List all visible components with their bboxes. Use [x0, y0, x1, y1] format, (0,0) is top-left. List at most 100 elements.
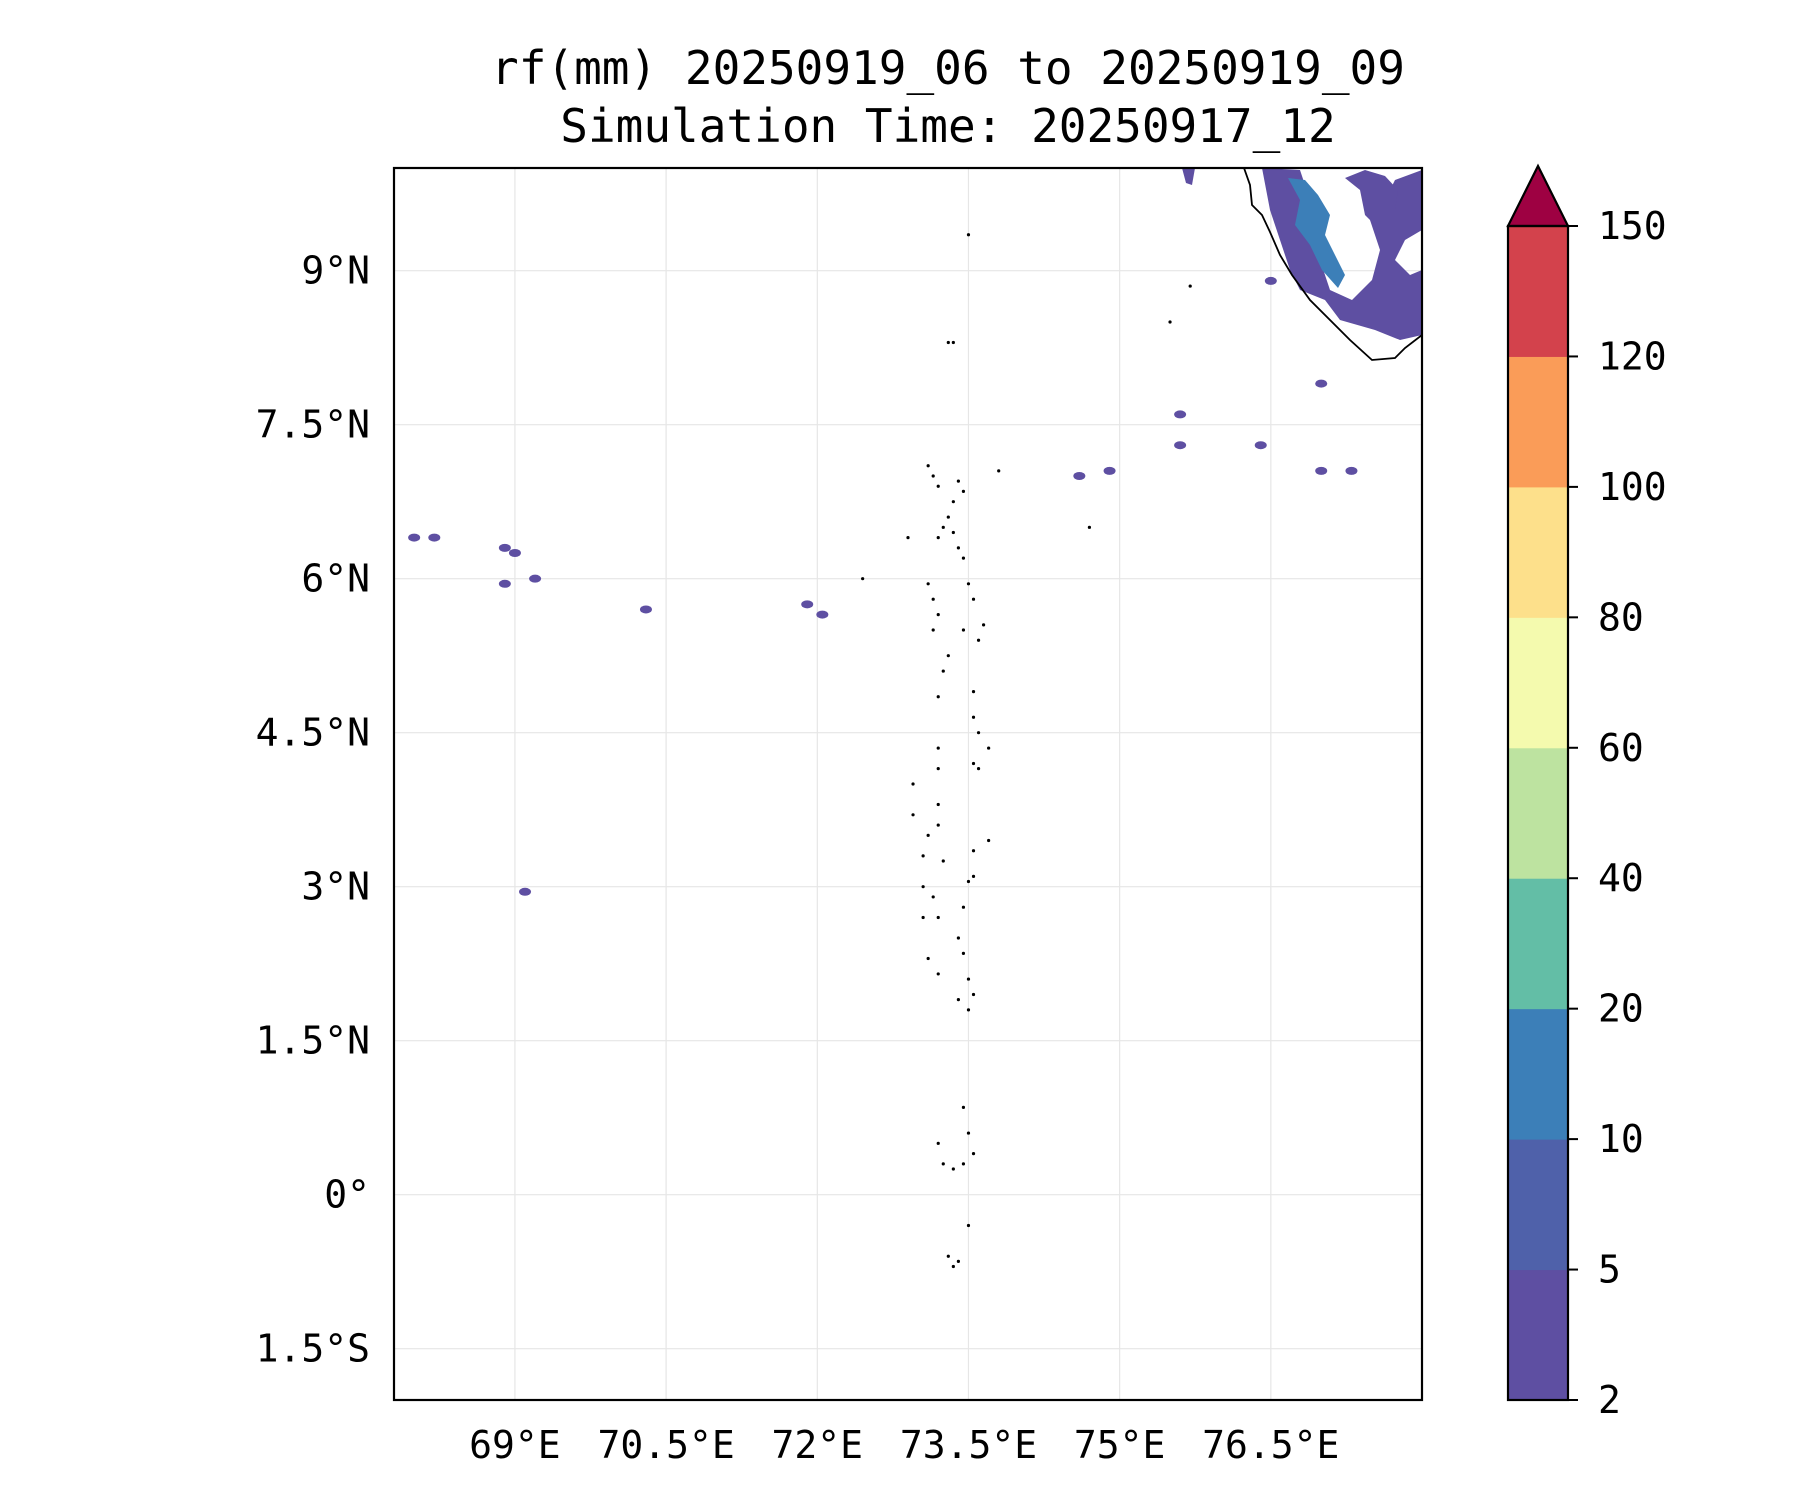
atoll-dot: [961, 905, 966, 909]
atoll-dot: [961, 1162, 966, 1166]
atoll-dot: [951, 1167, 955, 1171]
rain-cell: [498, 543, 511, 552]
atoll-dot: [936, 746, 940, 750]
atoll-dot: [961, 556, 966, 560]
colorbar-segment: [1508, 1269, 1568, 1401]
atoll-dot: [941, 859, 945, 863]
atoll-dot: [966, 1223, 971, 1228]
atoll-dot: [936, 972, 940, 976]
atoll-dot: [961, 489, 966, 493]
atoll-dot: [941, 525, 945, 529]
y-tick-label: 3°N: [301, 865, 370, 909]
rain-cell: [508, 549, 521, 557]
atoll-dot: [966, 977, 971, 981]
atoll-dot: [971, 761, 976, 766]
colorbar-label: 80: [1598, 595, 1644, 639]
rain-cell: [816, 610, 829, 619]
colorbar-label: 40: [1598, 856, 1644, 900]
colorbar-label: 150: [1598, 204, 1667, 248]
maldives-atolls: [861, 233, 1192, 1269]
y-tick-label: 9°N: [301, 249, 370, 293]
x-tick-label: 70.5°E: [597, 1423, 734, 1467]
rain-field-ghats: [1345, 170, 1398, 230]
atoll-dot: [1188, 284, 1192, 288]
atoll-dot: [911, 813, 915, 817]
x-tick-label: 75°E: [1074, 1423, 1166, 1467]
colorbar-label: 60: [1598, 726, 1644, 770]
atoll-dot: [921, 915, 925, 920]
rain-cells: [408, 276, 1358, 896]
atoll-dot: [956, 936, 960, 940]
colorbar-segment: [1508, 747, 1568, 879]
atoll-dot: [861, 577, 865, 581]
colorbar-label: 120: [1598, 334, 1667, 378]
atoll-dot: [966, 233, 971, 237]
colorbar-segment: [1508, 356, 1568, 488]
atoll-dot: [946, 340, 950, 345]
rain-cell: [1174, 410, 1187, 419]
rain-cell: [1315, 466, 1328, 475]
india-coastline: [1243, 168, 1422, 361]
atoll-dot: [931, 597, 935, 601]
atoll-dot: [971, 715, 976, 719]
atoll-dot: [966, 582, 971, 586]
colorbar: 2 5 10 20 40 60 80 100 120 150: [1506, 163, 1667, 1422]
rain-cell: [529, 574, 542, 583]
atoll-dot: [971, 690, 976, 694]
colorbar-extend-arrow: [1506, 163, 1570, 228]
atoll-dot: [956, 998, 960, 1002]
atoll-dot: [956, 479, 960, 483]
atoll-dot: [976, 638, 981, 642]
atoll-dot: [951, 1264, 955, 1269]
colorbar-label: 10: [1598, 1117, 1644, 1161]
colorbar-segment: [1508, 226, 1568, 357]
atoll-dot: [981, 623, 986, 627]
atoll-dot: [997, 469, 1001, 473]
atoll-dot: [971, 874, 976, 879]
atoll-dot: [931, 474, 935, 478]
atoll-dot: [921, 854, 925, 858]
atoll-dot: [987, 838, 991, 843]
atoll-dot: [971, 597, 976, 601]
colorbar-label: 5: [1598, 1248, 1621, 1292]
colorbar-segment: [1508, 617, 1568, 749]
atoll-dot: [936, 536, 940, 540]
rain-field-north: [1182, 168, 1195, 185]
rain-cell: [408, 533, 421, 542]
y-tick-label: 6°N: [301, 557, 370, 601]
atoll-dot: [911, 782, 915, 786]
atoll-dot: [941, 669, 945, 673]
colorbar-label: 20: [1598, 987, 1644, 1031]
map-background: [394, 168, 1422, 1400]
x-tick-label: 69°E: [469, 1423, 561, 1467]
atoll-dot: [936, 915, 940, 920]
atoll-dot: [951, 500, 955, 504]
rain-cell: [1254, 441, 1267, 450]
atoll-dot: [946, 515, 950, 519]
y-tick-label: 0°: [324, 1173, 370, 1217]
atoll-dot: [926, 833, 930, 837]
rain-cell: [1174, 441, 1187, 450]
rain-cell: [498, 579, 511, 588]
atoll-dot: [966, 1131, 971, 1135]
rain-cell: [639, 605, 652, 614]
colorbar-segment: [1508, 1139, 1568, 1271]
atoll-dot: [936, 695, 940, 699]
colorbar-segment: [1508, 1008, 1568, 1140]
map-subtitle: Simulation Time: 20250917_12: [560, 99, 1336, 153]
x-axis-ticks: 69°E 70.5°E 72°E 73.5°E 75°E 76.5°E: [469, 1423, 1339, 1467]
atoll-dot: [966, 879, 971, 884]
atoll-dot: [921, 885, 925, 889]
y-tick-label: 1.5°S: [256, 1327, 370, 1371]
atoll-dot: [961, 628, 966, 632]
map-title: rf(mm) 20250919_06 to 20250919_09: [491, 41, 1405, 95]
atoll-dot: [1087, 525, 1092, 529]
colorbar-segment: [1508, 486, 1568, 618]
atoll-dot: [1168, 320, 1172, 324]
rain-cell: [801, 600, 814, 609]
atoll-dot: [936, 613, 940, 617]
atoll-dot: [951, 530, 955, 535]
atoll-dot: [936, 802, 940, 807]
colorbar-segment: [1508, 878, 1568, 1010]
x-tick-label: 73.5°E: [900, 1423, 1037, 1467]
